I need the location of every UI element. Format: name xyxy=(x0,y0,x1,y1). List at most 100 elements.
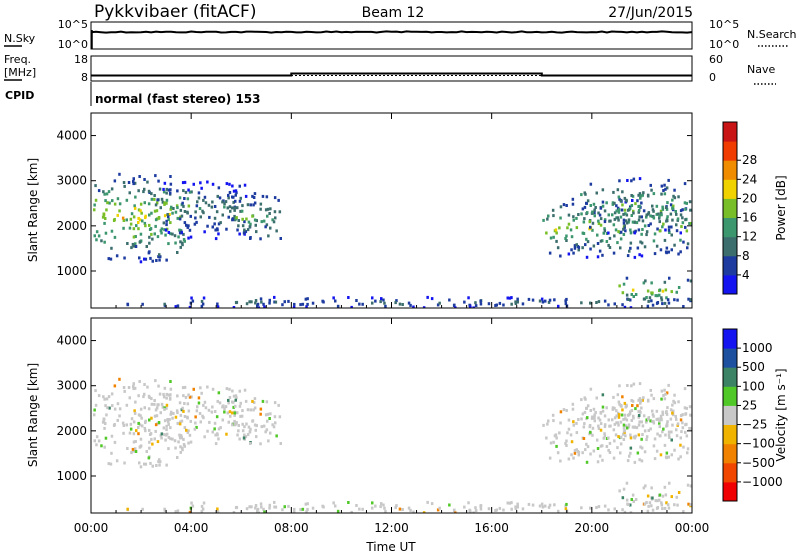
power-echo-cell xyxy=(555,239,558,243)
velocity-echo-cell xyxy=(121,421,125,425)
power-echo-cell xyxy=(614,228,618,232)
power-echo-cell xyxy=(272,220,276,224)
power-echo-cell xyxy=(211,225,214,229)
power-echo-cell xyxy=(138,218,142,222)
velocity-echo-cell xyxy=(545,436,548,440)
power-echo-cell xyxy=(646,304,650,308)
power-echo-cell xyxy=(273,295,276,299)
velocity-echo-cell xyxy=(603,504,607,508)
power-echo-cell xyxy=(551,208,555,212)
velocity-echo-cell xyxy=(132,440,136,444)
velocity-echo-cell xyxy=(521,507,525,511)
power-echo-cell xyxy=(213,216,217,220)
velocity-echo-cell xyxy=(251,399,254,403)
freq-label-line1: Freq. xyxy=(4,53,31,66)
velocity-echo-cell xyxy=(630,384,633,388)
colorbar-tick-label: 20 xyxy=(742,191,757,205)
power-echo-cell xyxy=(468,303,471,307)
velocity-echo-cell xyxy=(634,434,637,438)
velocity-echo-cell xyxy=(463,505,466,509)
velocity-echo-cell xyxy=(672,399,675,403)
power-echo-cell xyxy=(179,215,182,219)
power-echo-cell xyxy=(169,182,173,186)
nave-tick-top: 60 xyxy=(709,53,723,66)
velocity-echo-cell xyxy=(103,426,106,430)
power-echo-cell xyxy=(474,301,477,305)
velocity-echo-cell xyxy=(664,411,668,414)
power-echo-cell xyxy=(603,227,606,231)
velocity-echo-cell xyxy=(332,501,335,505)
power-echo-cell xyxy=(147,251,151,255)
velocity-echo-cell xyxy=(567,427,571,431)
velocity-echo-cell xyxy=(642,414,646,418)
velocity-echo-cell xyxy=(616,446,619,450)
velocity-echo-cell xyxy=(268,503,271,507)
power-echo-cell xyxy=(191,299,195,303)
velocity-echo-cell xyxy=(623,401,627,405)
power-echo-cell xyxy=(647,211,651,215)
velocity-echo-cell xyxy=(127,386,131,389)
velocity-echo-cell xyxy=(559,410,563,414)
power-echo-cell xyxy=(371,301,374,305)
velocity-echo-cell xyxy=(223,410,226,414)
velocity-echo-cell xyxy=(183,426,187,430)
velocity-echo-cell xyxy=(154,429,157,433)
velocity-echo-cell xyxy=(641,398,644,402)
velocity-echo-cell xyxy=(589,409,592,412)
power-echo-cell xyxy=(165,219,168,223)
power-echo-cell xyxy=(148,228,152,231)
power-echo-cell xyxy=(588,220,591,224)
power-echo-cell xyxy=(603,220,607,224)
velocity-echo-cell xyxy=(179,413,183,417)
power-echo-cell xyxy=(156,198,159,202)
velocity-echo-cell xyxy=(196,405,199,409)
velocity-echo-cell xyxy=(597,416,600,420)
velocity-echo-cell xyxy=(171,416,174,420)
power-echo-cell xyxy=(170,205,173,209)
power-echo-cell xyxy=(498,301,502,305)
power-echo-cell xyxy=(126,242,129,245)
velocity-echo-cell xyxy=(673,393,676,397)
velocity-echo-cell xyxy=(603,425,607,429)
velocity-echo-cell xyxy=(658,425,661,429)
power-echo-cell xyxy=(232,306,236,308)
velocity-echo-cell xyxy=(148,440,151,444)
velocity-echo-cell xyxy=(625,418,629,422)
velocity-echo-cell xyxy=(134,400,137,404)
velocity-echo-cell xyxy=(287,504,290,508)
velocity-echo-cell xyxy=(200,391,203,395)
power-echo-cell xyxy=(645,230,649,234)
power-echo-cell xyxy=(547,300,551,304)
power-echo-cell xyxy=(240,209,244,213)
power-echo-cell xyxy=(262,302,265,306)
velocity-echo-cell xyxy=(104,404,107,408)
power-echo-cell xyxy=(621,203,624,207)
velocity-echo-cell xyxy=(273,415,277,419)
power-echo-cell xyxy=(187,224,190,228)
velocity-echo-cell xyxy=(617,423,620,427)
velocity-echo-cell xyxy=(621,496,625,500)
power-echo-cell xyxy=(334,299,337,303)
power-echo-cell xyxy=(183,221,187,225)
velocity-echo-cell xyxy=(233,411,237,415)
velocity-echo-cell xyxy=(170,410,173,414)
velocity-echo-cell xyxy=(163,433,166,437)
velocity-echo-cell xyxy=(640,459,644,463)
power-echo-cell xyxy=(234,301,238,305)
velocity-echo-cell xyxy=(269,431,272,435)
power-echo-cell xyxy=(241,204,244,208)
power-echo-cell xyxy=(577,246,581,249)
power-echo-cell xyxy=(223,205,226,209)
velocity-echo-cell xyxy=(658,419,661,423)
power-echo-cell xyxy=(137,227,140,231)
velocity-echo-cell xyxy=(542,423,545,427)
velocity-echo-cell xyxy=(548,503,552,507)
power-echo-cell xyxy=(613,201,616,205)
power-echo-cell xyxy=(273,196,277,200)
velocity-echo-cell xyxy=(148,433,152,436)
power-echo-cell xyxy=(109,257,113,261)
velocity-echo-cell xyxy=(147,407,151,411)
power-echo-cell xyxy=(268,212,271,215)
velocity-echo-cell xyxy=(603,432,606,436)
velocity-echo-cell xyxy=(448,503,451,507)
